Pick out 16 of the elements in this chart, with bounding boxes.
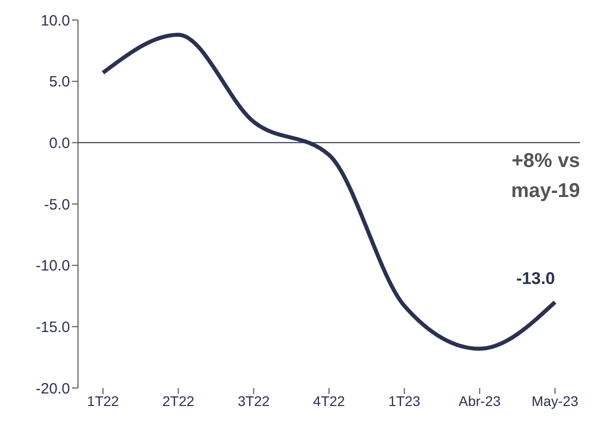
y-tick-label: -20.0 <box>36 380 70 398</box>
y-tick-label: 5.0 <box>49 74 70 91</box>
annotation: +8% vs may-19 <box>510 149 580 204</box>
x-tick-label: 2T22 <box>162 392 194 409</box>
x-tick-label: 1T22 <box>87 392 120 409</box>
y-tick-label: -15.0 <box>36 318 70 336</box>
x-tick-label: May-23 <box>532 392 579 409</box>
y-tick-label: 0.0 <box>49 134 70 152</box>
x-tick-label: 4T22 <box>313 392 346 409</box>
x-tick-label: 3T22 <box>238 392 270 409</box>
y-tick-label: -10.0 <box>36 258 70 275</box>
x-tick-label: 1T23 <box>388 392 420 409</box>
y-tick-label: 10.0 <box>40 12 70 30</box>
y-tick-label: -5.0 <box>44 196 70 214</box>
x-tick-label: Abr-23 <box>458 392 501 409</box>
data-label: -13.0 <box>516 269 555 288</box>
